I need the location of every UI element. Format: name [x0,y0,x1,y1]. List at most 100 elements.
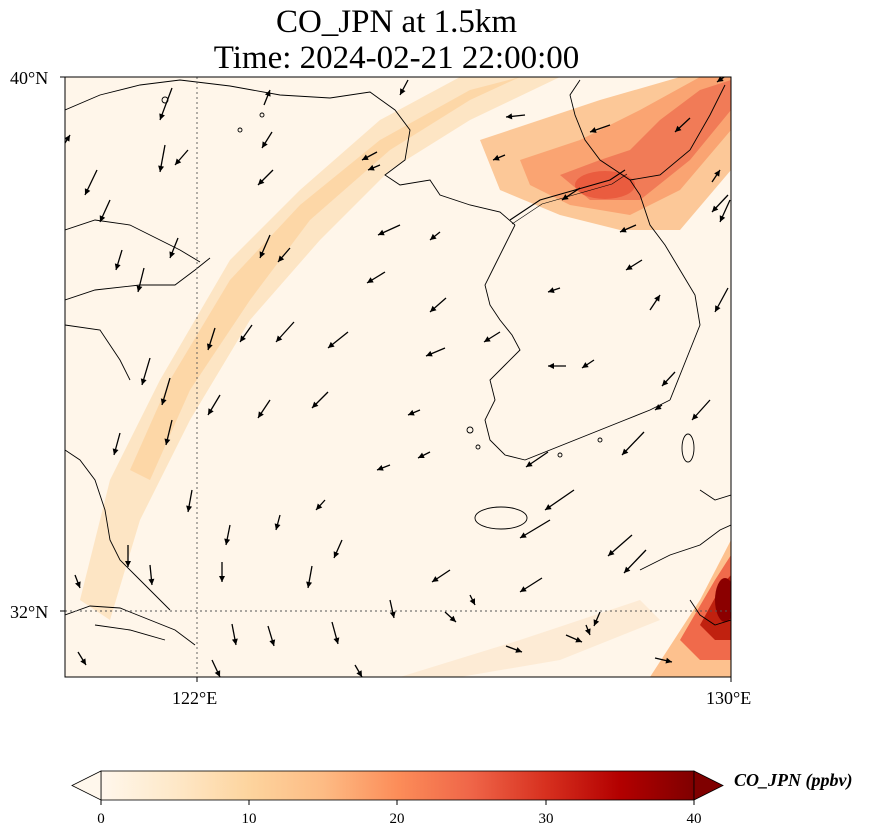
wind-arrowhead [158,165,165,172]
wind-arrowhead [159,113,165,120]
wind-arrowhead [99,215,106,222]
lon-label-130e: 130°E [706,688,752,708]
wind-arrowhead [175,158,182,165]
wind-arrowhead [493,154,500,161]
wind-arrowhead [408,409,415,416]
coastlines [65,79,731,646]
wind-arrowhead [593,619,600,626]
wind-arrowhead [719,215,726,222]
wind-arrowhead [258,178,265,185]
wind-arrowhead [622,448,629,455]
wind-arrowhead [378,229,385,236]
wind-arrowhead [515,647,522,653]
colorbar [71,770,724,805]
wind-arrowhead [426,350,433,357]
colorbar-tick-10: 10 [241,811,257,827]
wind-arrowhead [692,413,699,420]
wind-arrowhead [469,598,475,605]
wind-arrowhead [389,611,396,618]
wind-arrowhead [432,576,439,582]
wind-arrowhead [278,255,285,262]
wind-arrowhead [214,670,221,677]
colorbar-tick-30: 30 [538,811,554,827]
wind-arrowhead [584,628,591,635]
wind-arrowhead [206,343,213,350]
wind-arrowhead [367,277,374,283]
wind-arrowhead [665,657,672,664]
wind-arrowhead [224,538,231,545]
wind-arrowhead [80,658,86,665]
wind-arrowhead [430,233,437,240]
wind-arrowhead [545,504,552,510]
colorbar-tick-20: 20 [389,811,405,827]
wind-arrowhead [114,263,121,270]
wind-arrowhead [400,88,406,95]
wind-arrowhead [715,305,721,312]
wind-arrowhead [654,295,660,302]
wind-arrowhead [306,581,313,588]
lat-label-32n: 32°N [10,602,49,622]
wind-arrowhead [136,285,143,292]
wind-arrowhead [368,164,375,171]
wind-arrowhead [269,639,276,646]
wind-arrowhead [333,551,340,558]
wind-arrowhead [506,113,513,120]
wind-arrowhead [608,549,615,556]
wind-arrowhead [356,670,362,677]
co-plume-band [80,77,560,620]
wind-arrowhead [84,188,91,195]
wind-arrowhead [328,341,335,348]
wind-vectors [65,77,731,677]
map-title-line1: CO_JPN at 1.5km [275,4,518,40]
wind-arrowhead [125,561,131,567]
wind-arrowhead [575,636,582,643]
wind-arrowhead [562,194,569,200]
wind-arrowhead [377,465,384,471]
wind-arrowhead [208,408,214,415]
wind-arrowhead [112,448,119,455]
colorbar-tick-0: 0 [97,811,105,827]
wind-arrowhead [186,505,193,512]
wind-arrowhead [626,264,633,270]
wind-arrowhead [590,127,597,133]
wind-arrowhead [240,335,246,342]
wind-arrowhead [262,141,268,148]
wind-arrowhead [548,287,555,293]
wind-arrowhead [662,379,669,386]
wind-arrowhead [624,566,631,573]
wind-arrowhead [276,335,283,342]
wind-arrowhead [140,378,147,385]
colorbar-tick-40: 40 [686,811,702,827]
wind-arrowhead [484,336,491,342]
wind-arrowhead [316,503,323,510]
wind-arrowhead [520,532,527,538]
concentration-field [65,77,731,677]
lat-label-40n: 40°N [10,68,49,88]
wind-arrowhead [675,125,682,132]
wind-arrowhead [169,251,176,258]
wind-arrowhead [274,523,281,530]
map-title-line2: Time: 2024-02-21 22:00:00 [213,40,580,76]
colorbar-extend-min [71,770,102,801]
wind-arrowhead [520,586,527,592]
wind-arrowhead [219,576,225,582]
lon-label-122e: 122°E [172,688,218,708]
wind-arrowhead [258,411,264,418]
wind-arrowhead [418,452,425,458]
wind-arrowhead [312,401,319,408]
wind-arrowhead [712,205,719,212]
wind-arrowhead [449,615,456,622]
wind-arrowhead [548,363,554,369]
wind-arrowhead [526,461,533,467]
wind-arrowhead [582,362,589,368]
map-frame [64,76,732,678]
wind-arrowhead [655,404,662,410]
wind-arrowhead [264,90,271,97]
wind-arrowhead [164,438,171,445]
wind-arrowhead [717,77,724,82]
wind-arrowhead [160,398,167,405]
wind-arrowhead [714,170,720,177]
wind-arrowhead [148,578,155,585]
colorbar-label: CO_JPN (ppbv) [734,770,853,790]
